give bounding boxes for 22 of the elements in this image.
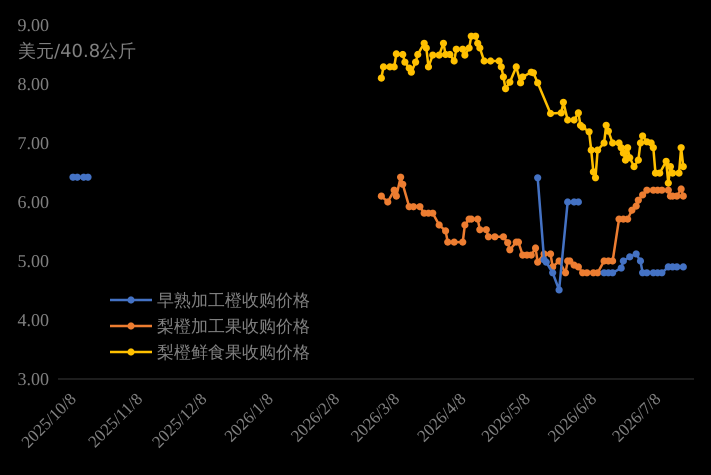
point: [542, 258, 550, 266]
y-tick-label: 9.00: [18, 15, 49, 35]
point: [636, 257, 644, 265]
point: [620, 257, 627, 265]
legend-label: 早熟加工橙收购价格: [157, 291, 310, 311]
point: [564, 198, 572, 206]
y-tick-label: 7.00: [18, 133, 49, 153]
point: [680, 263, 687, 270]
point: [626, 253, 634, 260]
y-tick-label: 8.00: [18, 74, 49, 94]
point: [632, 250, 640, 258]
point: [549, 269, 556, 276]
point: [555, 286, 563, 294]
point: [534, 174, 542, 182]
y-tick-label: 3.00: [18, 369, 49, 389]
legend-label: 梨橙加工果收购价格: [157, 317, 310, 337]
legend-label: 梨橙鲜食果收购价格: [157, 343, 310, 363]
y-tick-label: 5.00: [18, 251, 49, 271]
y-axis-title: 美元/40.8公斤: [18, 41, 136, 62]
point: [618, 264, 625, 272]
y-tick-label: 4.00: [18, 310, 49, 330]
y-tick-label: 6.00: [18, 192, 49, 212]
